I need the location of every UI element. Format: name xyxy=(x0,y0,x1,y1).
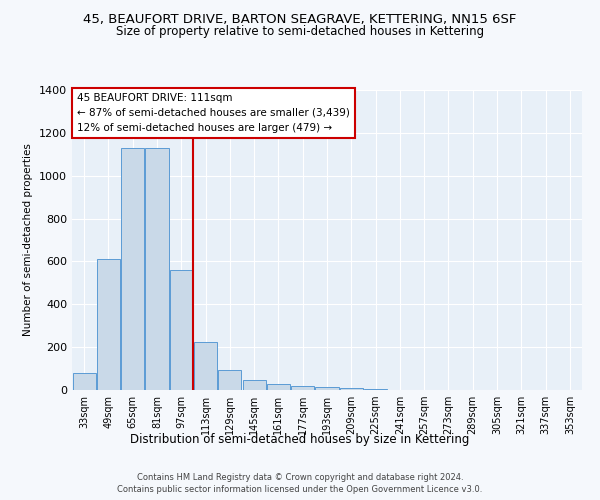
Bar xyxy=(218,370,241,390)
Bar xyxy=(170,270,193,390)
Bar xyxy=(267,384,290,390)
Bar xyxy=(73,373,95,390)
Text: Contains HM Land Registry data © Crown copyright and database right 2024.: Contains HM Land Registry data © Crown c… xyxy=(137,472,463,482)
Bar xyxy=(291,386,314,390)
Bar xyxy=(145,148,169,390)
Text: Size of property relative to semi-detached houses in Kettering: Size of property relative to semi-detach… xyxy=(116,25,484,38)
Text: 45 BEAUFORT DRIVE: 111sqm
← 87% of semi-detached houses are smaller (3,439)
12% : 45 BEAUFORT DRIVE: 111sqm ← 87% of semi-… xyxy=(77,93,350,132)
Text: 45, BEAUFORT DRIVE, BARTON SEAGRAVE, KETTERING, NN15 6SF: 45, BEAUFORT DRIVE, BARTON SEAGRAVE, KET… xyxy=(83,12,517,26)
Bar xyxy=(97,260,120,390)
Bar xyxy=(364,389,387,390)
Text: Distribution of semi-detached houses by size in Kettering: Distribution of semi-detached houses by … xyxy=(130,432,470,446)
Text: Contains public sector information licensed under the Open Government Licence v3: Contains public sector information licen… xyxy=(118,485,482,494)
Bar xyxy=(121,148,144,390)
Bar xyxy=(340,388,363,390)
Y-axis label: Number of semi-detached properties: Number of semi-detached properties xyxy=(23,144,34,336)
Bar xyxy=(242,380,266,390)
Bar xyxy=(316,387,338,390)
Bar xyxy=(194,342,217,390)
